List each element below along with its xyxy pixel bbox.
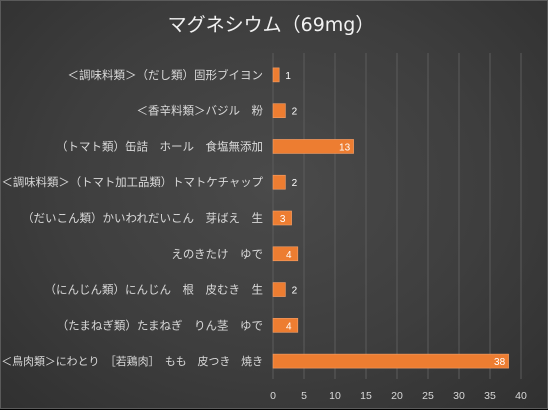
bar [272, 353, 509, 369]
x-axis-tick-labels: 0 5 10 15 20 25 30 35 40 [270, 390, 527, 402]
x-tick-label: 0 [270, 390, 276, 402]
x-tick-label: 10 [329, 390, 341, 402]
bar-value-label: 13 [339, 142, 351, 153]
x-tick-label: 15 [360, 390, 372, 402]
bar [272, 210, 292, 226]
category-label: （たまねぎ類）たまねぎ りん茎 ゆで [57, 318, 263, 332]
category-label-group: えのきたけ ゆで [171, 247, 263, 261]
category-label-group: （だいこん類）かいわれだいこん 芽ばえ 生 [22, 211, 263, 225]
category-label: （だいこん類）かいわれだいこん 芽ばえ 生 [22, 211, 263, 225]
category-label: ＜鳥肉類＞にわとり ［若鶏肉］ もも 皮つき 焼き [1, 354, 263, 368]
x-tick-label: 40 [515, 390, 527, 402]
category-label: ＜調味料類＞（トマト加工品類）トマトケチャップ [1, 175, 263, 189]
category-label-group: ＜香辛料類＞バジル 粉 [137, 104, 264, 118]
category-label-group: ＜鳥肉類＞にわとり ［若鶏肉］ もも 皮つき 焼き [1, 354, 263, 368]
category-label: ＜香辛料類＞バジル 粉 [137, 104, 264, 118]
bar [272, 246, 299, 262]
category-label: （にんじん類）にんじん 根 皮むき 生 [45, 283, 264, 297]
bar-value-label: 1 [285, 71, 291, 82]
category-label: （トマト類）缶詰 ホール 食塩無添加 [56, 139, 263, 153]
category-label: えのきたけ ゆで [171, 247, 263, 261]
bar-value-label: 4 [286, 250, 292, 261]
bar [272, 139, 354, 154]
bar-value-label: 2 [292, 107, 298, 118]
category-label-group: （トマト類）缶詰 ホール 食塩無添加 [56, 139, 263, 153]
bar [272, 318, 299, 333]
bar [272, 67, 280, 83]
gridlines [272, 53, 522, 379]
chart-title: マグネシウム（69mg） [168, 14, 375, 36]
bar-value-label: 2 [292, 286, 298, 297]
bar-value-label: 3 [280, 214, 286, 225]
bar [272, 103, 286, 118]
x-tick-label: 35 [484, 390, 496, 402]
category-label-group: （にんじん類）にんじん 根 皮むき 生 [45, 283, 264, 297]
bar-value-label: 4 [286, 321, 292, 332]
category-label-group: （たまねぎ類）たまねぎ りん茎 ゆで [57, 318, 263, 332]
category-label: ＜調味料類＞（だし類）固形ブイヨン [68, 68, 264, 82]
bar [272, 282, 286, 297]
bar-value-label: 38 [494, 357, 506, 368]
category-label-group: ＜調味料類＞（トマト加工品類）トマトケチャップ [1, 175, 263, 189]
bar-value-label: 2 [292, 178, 298, 189]
x-tick-label: 25 [422, 390, 434, 402]
bars: 1 2 13 2 3 4 2 4 38 [272, 67, 509, 369]
x-tick-label: 5 [301, 390, 307, 402]
category-labels: ＜調味料類＞（だし類）固形ブイヨン ＜香辛料類＞バジル 粉 （トマト類）缶詰 ホール… [1, 68, 263, 368]
bar [272, 174, 286, 190]
category-label-group: ＜調味料類＞（だし類）固形ブイヨン [68, 68, 264, 82]
x-tick-label: 20 [391, 390, 403, 402]
x-tick-label: 30 [453, 390, 465, 402]
